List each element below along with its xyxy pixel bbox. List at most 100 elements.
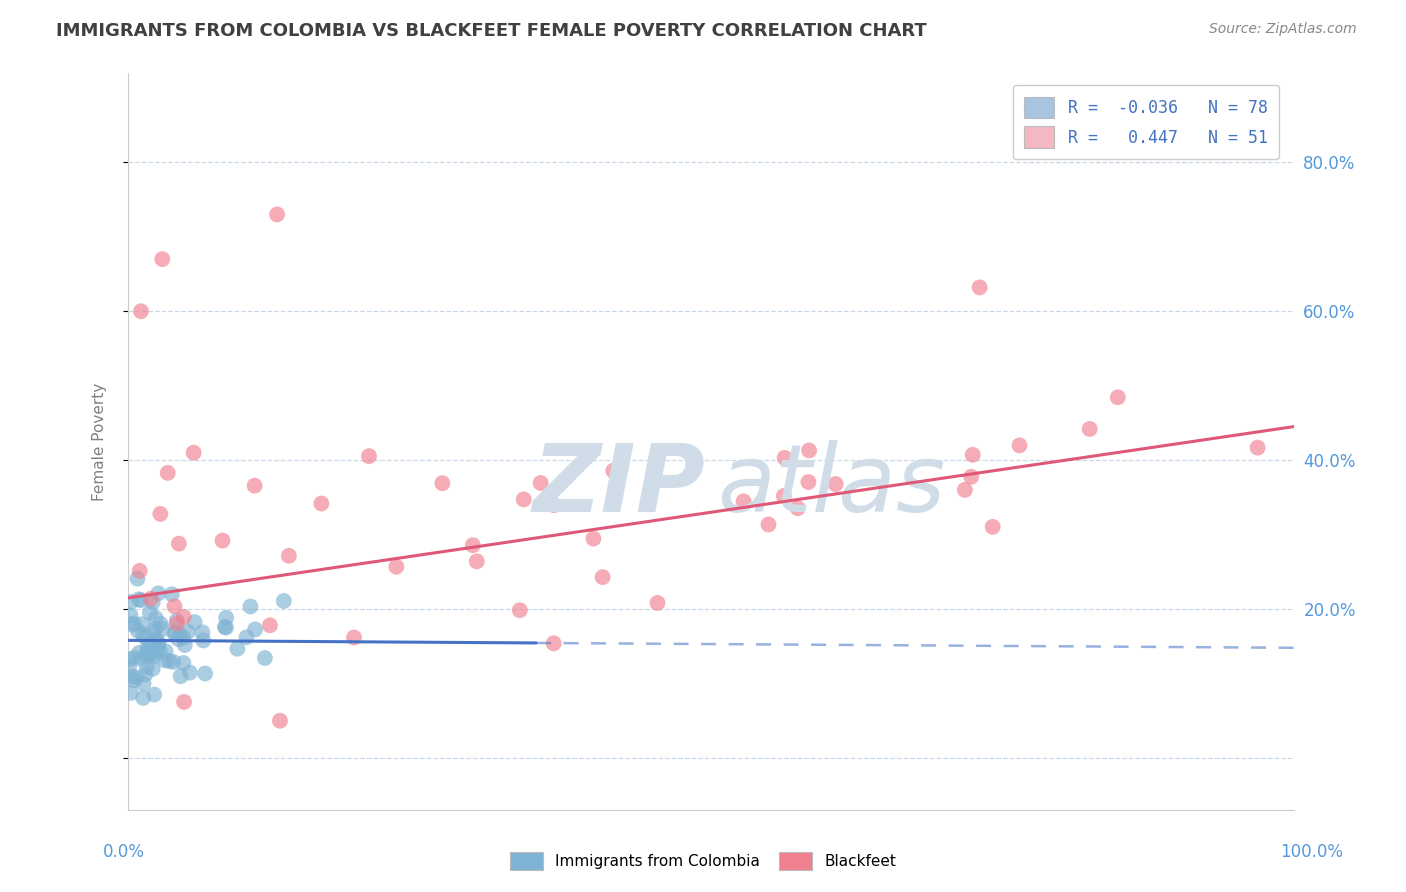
Point [129, 304, 152, 318]
Point [132, 627, 155, 641]
Point [156, 466, 179, 480]
Point [142, 644, 165, 658]
Point [128, 592, 150, 607]
Point [127, 624, 149, 638]
Point [357, 449, 380, 463]
Point [215, 611, 238, 625]
Point [194, 666, 217, 681]
Point [259, 618, 281, 632]
Point [149, 616, 172, 631]
Point [122, 616, 145, 631]
Point [120, 669, 142, 683]
Point [163, 625, 186, 640]
Point [173, 610, 195, 624]
Point [125, 671, 148, 685]
Point [160, 587, 183, 601]
Point [148, 586, 170, 600]
Point [121, 617, 143, 632]
Point [153, 653, 176, 667]
Point [179, 665, 201, 680]
Point [214, 620, 236, 634]
Point [465, 554, 488, 568]
Point [797, 443, 820, 458]
Point [143, 622, 166, 636]
Point [139, 591, 162, 606]
Point [969, 280, 991, 294]
Point [169, 627, 191, 641]
Point [183, 615, 205, 629]
Point [962, 448, 984, 462]
Point [149, 507, 172, 521]
Point [253, 651, 276, 665]
Text: IMMIGRANTS FROM COLOMBIA VS BLACKFEET FEMALE POVERTY CORRELATION CHART: IMMIGRANTS FROM COLOMBIA VS BLACKFEET FE… [56, 22, 927, 40]
Point [145, 641, 167, 656]
Point [172, 656, 194, 670]
Point [118, 659, 141, 673]
Point [136, 648, 159, 663]
Legend: R =  -0.036   N = 78, R =   0.447   N = 51: R = -0.036 N = 78, R = 0.447 N = 51 [1012, 85, 1279, 160]
Point [543, 636, 565, 650]
Point [139, 606, 162, 620]
Point [266, 207, 288, 221]
Point [758, 517, 780, 532]
Point [172, 631, 194, 645]
Point [512, 492, 534, 507]
Point [143, 648, 166, 663]
Point [215, 621, 238, 635]
Point [152, 622, 174, 636]
Point [167, 536, 190, 550]
Point [148, 636, 170, 650]
Point [135, 631, 157, 645]
Point [211, 533, 233, 548]
Point [602, 464, 624, 478]
Point [509, 603, 531, 617]
Point [385, 559, 408, 574]
Point [529, 476, 551, 491]
Point [239, 599, 262, 614]
Point [953, 483, 976, 497]
Point [191, 625, 214, 640]
Point [960, 469, 983, 483]
Point [139, 635, 162, 649]
Point [136, 641, 159, 656]
Point [155, 644, 177, 658]
Point [135, 660, 157, 674]
Point [235, 630, 257, 644]
Point [243, 623, 266, 637]
Point [183, 446, 205, 460]
Point [132, 676, 155, 690]
Point [149, 644, 172, 658]
Point [981, 520, 1004, 534]
Point [143, 688, 166, 702]
Point [141, 644, 163, 658]
Point [131, 652, 153, 666]
Point [592, 570, 614, 584]
Point [145, 611, 167, 625]
Point [128, 564, 150, 578]
Point [128, 646, 150, 660]
Point [1078, 422, 1101, 436]
Point [120, 686, 142, 700]
Point [163, 599, 186, 614]
Point [134, 667, 156, 681]
Point [150, 252, 173, 266]
Point [772, 489, 794, 503]
Point [432, 476, 454, 491]
Point [543, 498, 565, 512]
Text: atlas: atlas [717, 441, 945, 532]
Point [122, 673, 145, 688]
Point [824, 477, 846, 491]
Point [157, 654, 180, 668]
Legend: Immigrants from Colombia, Blackfeet: Immigrants from Colombia, Blackfeet [502, 845, 904, 877]
Point [243, 479, 266, 493]
Point [273, 594, 295, 608]
Point [163, 626, 186, 640]
Point [277, 549, 299, 563]
Point [167, 632, 190, 647]
Point [786, 501, 808, 516]
Point [139, 648, 162, 662]
Point [461, 538, 484, 552]
Point [733, 494, 755, 508]
Text: Source: ZipAtlas.com: Source: ZipAtlas.com [1209, 22, 1357, 37]
Point [136, 645, 159, 659]
